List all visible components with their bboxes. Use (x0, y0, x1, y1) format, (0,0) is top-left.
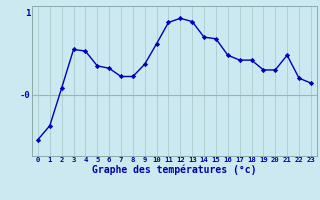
X-axis label: Graphe des températures (°c): Graphe des températures (°c) (92, 165, 257, 175)
